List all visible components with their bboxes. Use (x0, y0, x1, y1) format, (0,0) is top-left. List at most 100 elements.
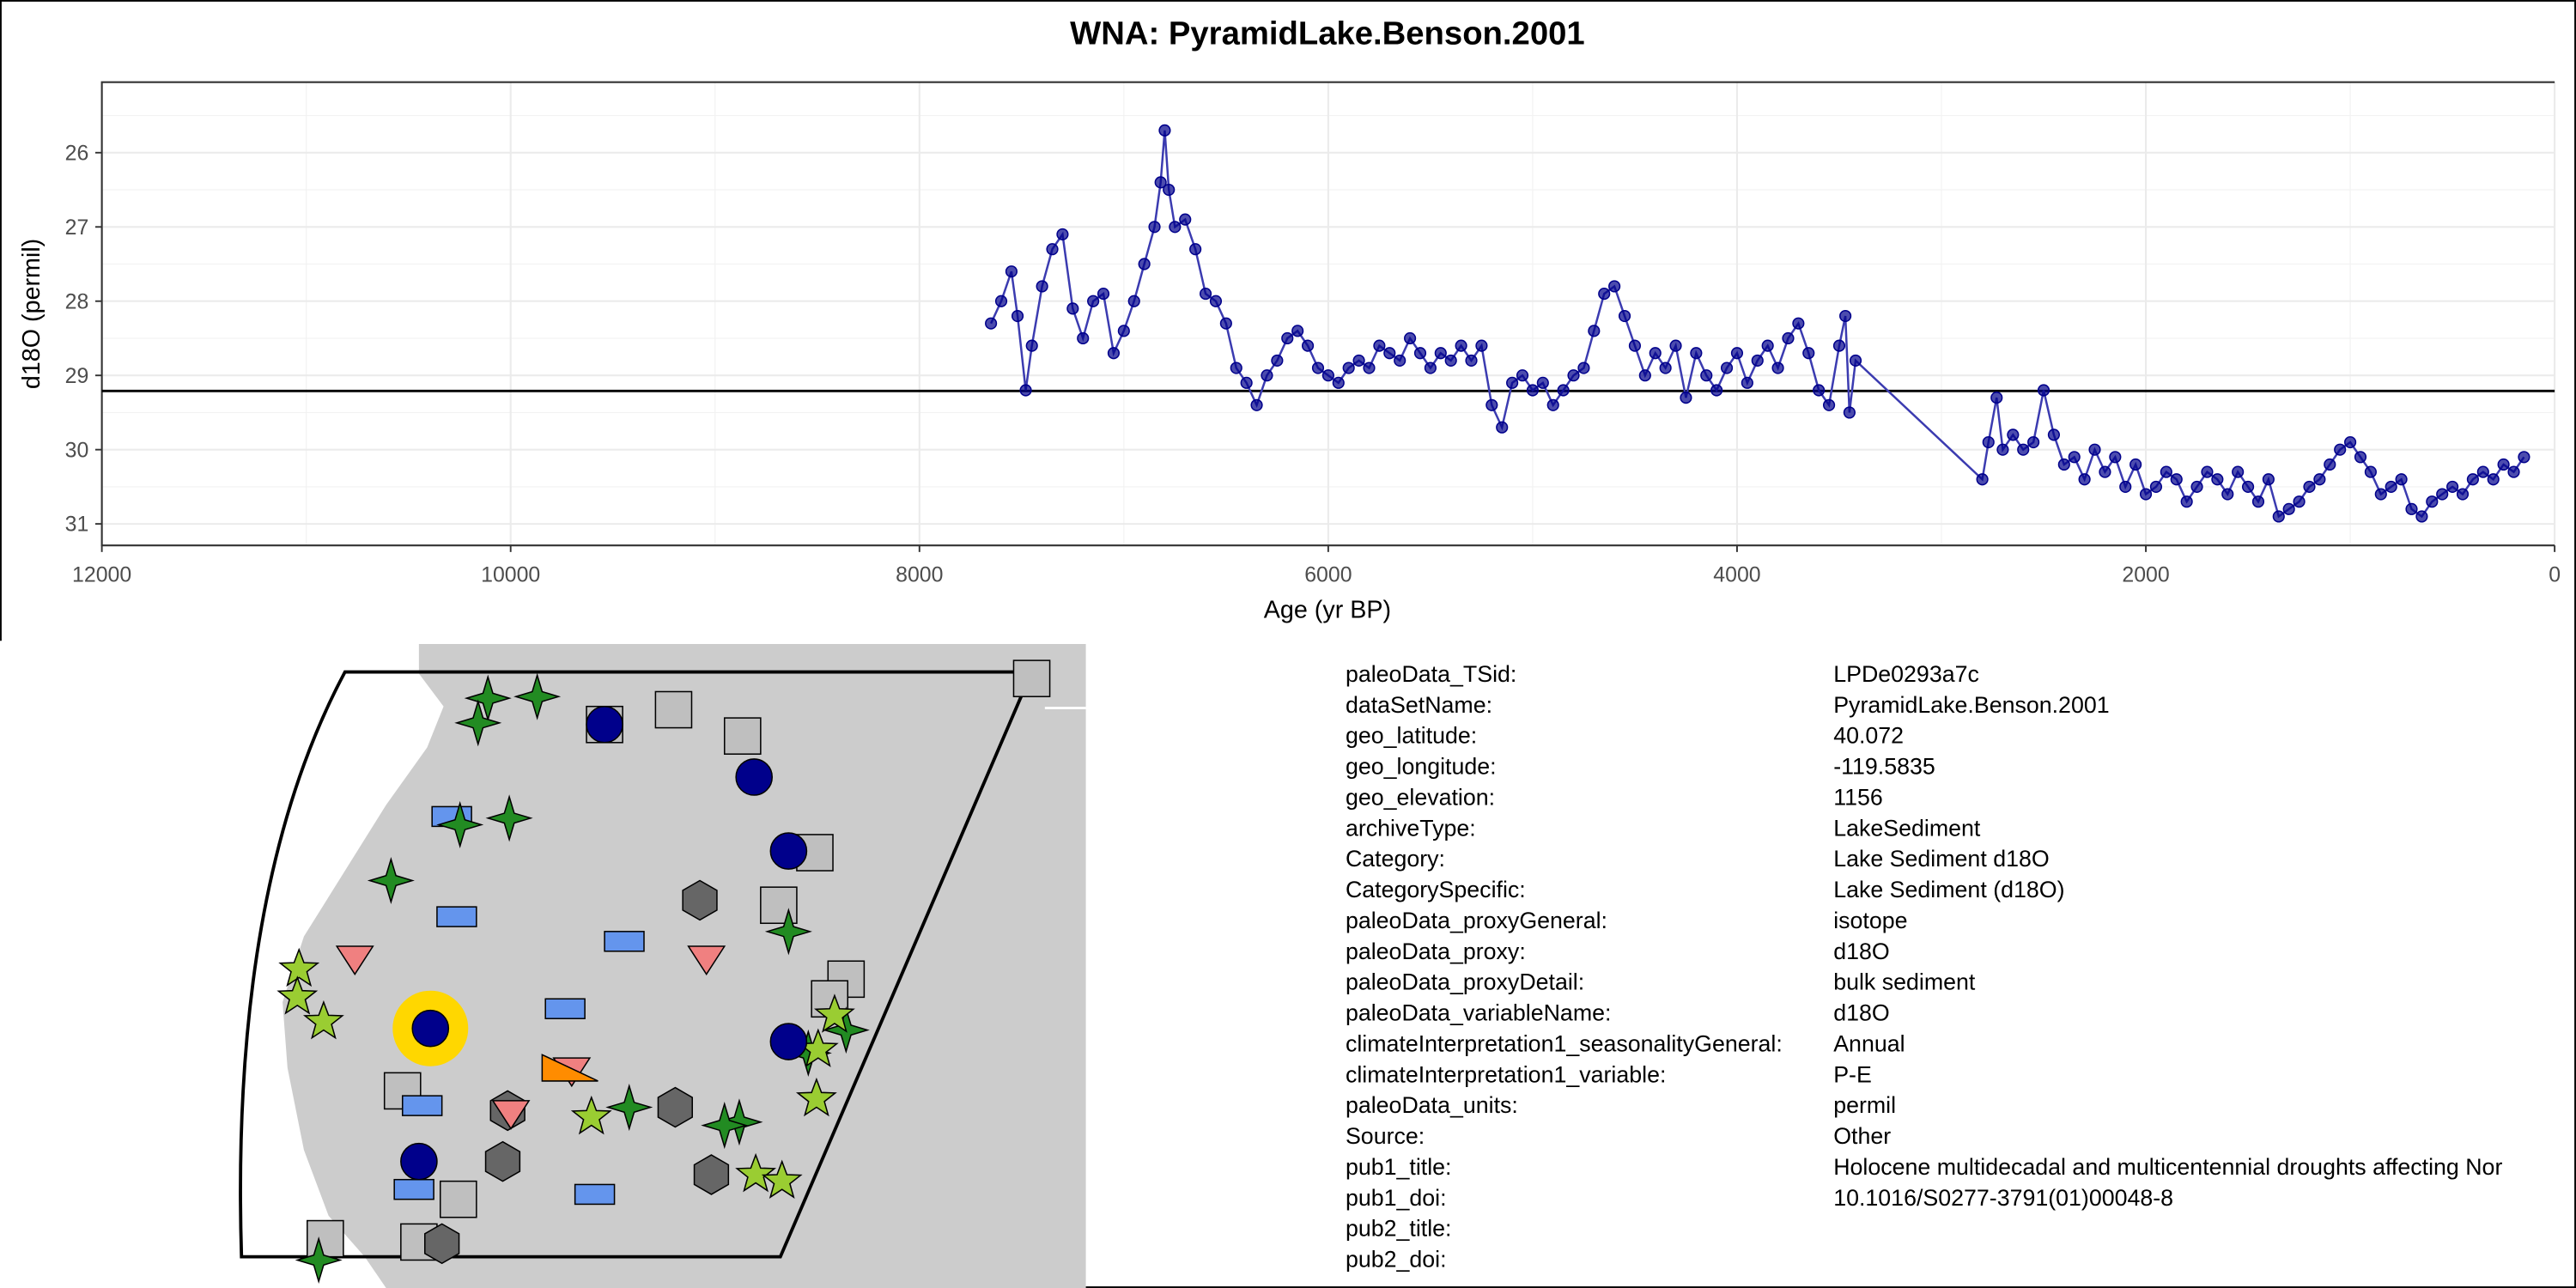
data-point (1291, 325, 1304, 337)
metadata-value: Annual (1833, 1030, 1905, 1056)
metadata-value: Holocene multidecadal and multicentennia… (1833, 1154, 2502, 1180)
data-point (1843, 406, 1856, 419)
data-point (1363, 361, 1376, 374)
data-point (1996, 443, 2009, 456)
data-point (1700, 369, 1713, 382)
x-tick-label: 2000 (2122, 562, 2169, 586)
metadata-value: Lake Sediment d18O (1833, 846, 2049, 872)
site-markers (277, 659, 1051, 1283)
metadata-value: d18O (1833, 1000, 1889, 1026)
metadata-key: pub2_doi: (1346, 1247, 1447, 1273)
metadata-value: LPDe0293a7c (1833, 661, 1979, 687)
data-point (2282, 502, 2295, 515)
data-point (1577, 361, 1590, 374)
data-point (2446, 480, 2459, 493)
metadata-key: paleoData_TSid: (1346, 661, 1516, 687)
data-point (1342, 361, 1355, 374)
data-point (1138, 258, 1151, 270)
data-point (1077, 331, 1090, 345)
data-point (2507, 465, 2520, 478)
data-point (1413, 347, 1427, 360)
data-point (2436, 488, 2449, 501)
x-tick-label: 8000 (896, 562, 943, 586)
metadata-value: isotope (1833, 908, 1907, 933)
metadata-key: paleoData_units: (1346, 1092, 1518, 1118)
data-point (1117, 325, 1130, 337)
data-point (1741, 376, 1753, 389)
map (0, 641, 1086, 1288)
data-point (2251, 495, 2265, 508)
metadata-key: archiveType: (1346, 815, 1476, 841)
data-point (1127, 295, 1140, 307)
x-tick-label: 12000 (72, 562, 131, 586)
data-point (1455, 339, 1467, 352)
rect-sites (393, 805, 645, 1206)
data-point (2180, 495, 2193, 508)
data-point (1802, 347, 1815, 360)
data-point (2027, 435, 2040, 449)
data-point (2211, 473, 2224, 486)
data-point (1434, 347, 1447, 360)
data-point (2518, 451, 2530, 464)
data-point (1792, 317, 1805, 330)
data-point (2426, 495, 2439, 508)
data-point (2303, 480, 2316, 493)
data-point (1761, 339, 1774, 352)
metadata-key: pub1_title: (1346, 1154, 1452, 1180)
data-point (1154, 176, 1167, 189)
data-point (1240, 376, 1253, 389)
data-point (2068, 451, 2081, 464)
data-point (1179, 213, 1192, 226)
data-point (1516, 369, 1529, 382)
data-point (2088, 443, 2101, 456)
data-point (2232, 465, 2245, 478)
data-point (1628, 339, 1642, 352)
data-point (1982, 435, 1995, 449)
data-point (1444, 354, 1457, 367)
data-point (1373, 339, 1386, 352)
y-tick-label: 27 (65, 216, 89, 240)
data-point (2354, 451, 2367, 464)
data-point (2057, 458, 2070, 471)
data-point (1189, 243, 1202, 256)
metadata-key: climateInterpretation1_seasonalityGenera… (1346, 1030, 1783, 1056)
metadata-value: -119.5835 (1833, 754, 1935, 780)
metadata-key: geo_latitude: (1346, 723, 1477, 749)
data-point (1638, 369, 1651, 382)
data-point (2293, 495, 2306, 508)
metadata-key: paleoData_variableName: (1346, 1000, 1611, 1026)
data-point (1618, 309, 1631, 323)
metadata-value: 10.1016/S0277-3791(01)00048-8 (1833, 1185, 2173, 1211)
metadata-key: paleoData_proxy: (1346, 939, 1526, 964)
data-point (1536, 376, 1549, 389)
data-point (1849, 354, 1862, 367)
data-point (1690, 347, 1703, 360)
x-tick-label: 0 (2549, 562, 2561, 586)
data-point (1588, 325, 1601, 337)
data-point (1404, 331, 1417, 345)
metadata-value: PyramidLake.Benson.2001 (1833, 692, 2109, 718)
chart-title: WNA: PyramidLake.Benson.2001 (1070, 15, 1584, 52)
metadata-value: Lake Sediment (d18O) (1833, 877, 2064, 902)
metadata-key: Source: (1346, 1123, 1425, 1149)
data-point (1107, 347, 1121, 360)
data-point (1496, 421, 1509, 434)
data-point (1036, 280, 1048, 293)
data-point (1839, 309, 1852, 323)
land (283, 644, 1086, 1288)
data-point (1526, 384, 1539, 397)
data-point (2324, 458, 2336, 471)
data-point (2119, 480, 2132, 493)
data-point (1148, 221, 1161, 234)
data-point (1250, 398, 1263, 411)
metadata-key: pub1_doi: (1346, 1185, 1447, 1211)
data-point (1383, 347, 1396, 360)
metadata-key: CategorySpecific: (1346, 877, 1526, 902)
data-point (2129, 458, 2142, 471)
metadata-value: 40.072 (1833, 723, 1904, 749)
axis-frame (100, 81, 2555, 547)
data-point (1813, 384, 1826, 397)
plot: 12000 10000 8000 6000 4000 2000 0 26 27 28 29 30 31 (65, 81, 2561, 586)
data-point (1056, 228, 1069, 240)
